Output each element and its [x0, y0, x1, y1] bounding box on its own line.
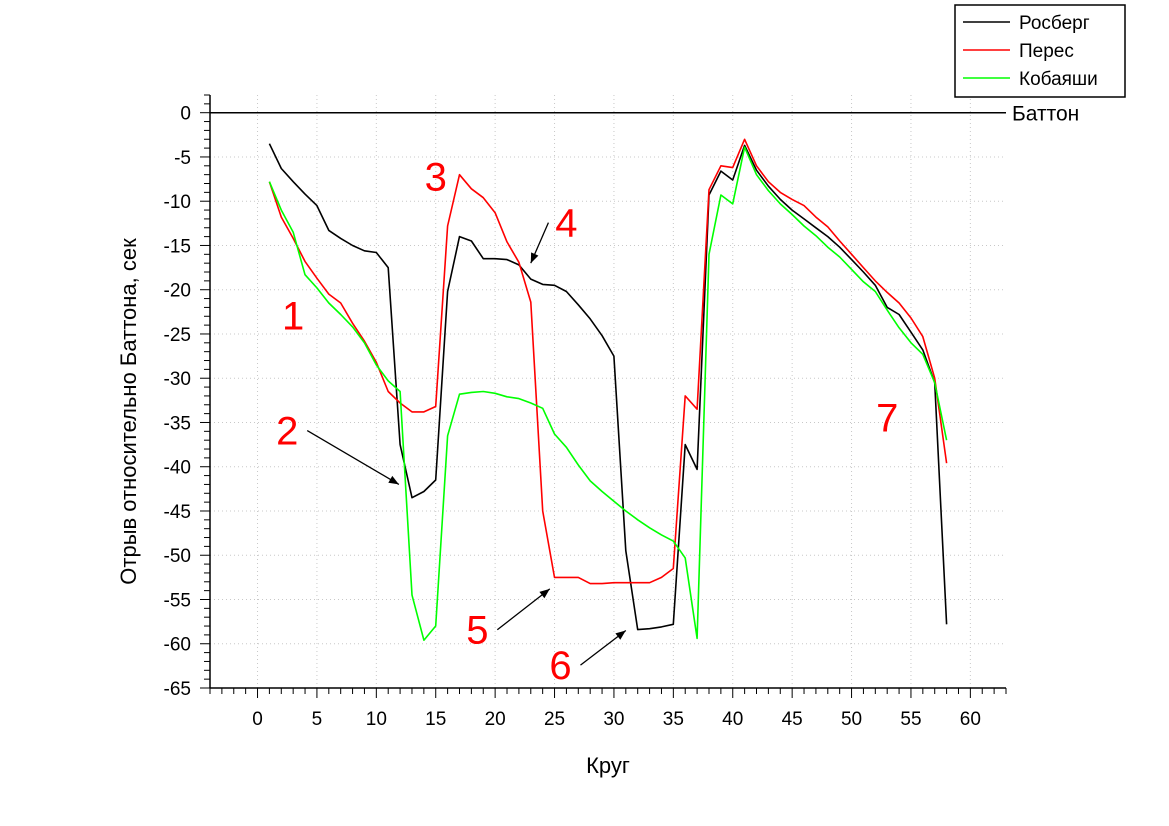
annotation-label: 2 [276, 410, 298, 454]
series-line [268, 138, 948, 585]
y-tick-label: -65 [164, 679, 191, 700]
y-tick-label: -25 [164, 325, 191, 346]
x-tick-label: 35 [663, 709, 684, 730]
y-tick-label: -15 [164, 236, 191, 257]
x-tick-label: 40 [722, 709, 743, 730]
legend-box [954, 4, 1126, 98]
series-line [268, 146, 948, 642]
annotation-arrow-head [388, 475, 399, 485]
annotation-arrow-line [496, 588, 551, 631]
x-tick-label: 60 [960, 709, 981, 730]
annotation-label: 5 [466, 609, 488, 653]
y-tick-label: -35 [164, 413, 191, 434]
x-tick-label: 25 [544, 709, 565, 730]
x-tick-label: 55 [900, 709, 921, 730]
x-tick-label: 30 [603, 709, 624, 730]
annotation-label: 3 [425, 156, 447, 200]
annotation-label: 6 [549, 644, 571, 688]
annotation-arrow-head [530, 252, 539, 264]
annotation-label: 1 [282, 295, 304, 339]
x-tick-label: 10 [366, 709, 387, 730]
annotation-arrow-head [615, 630, 626, 640]
reference-line-group: Баттон [210, 103, 1079, 126]
x-tick-label: 45 [782, 709, 803, 730]
legend-label: Кобаяши [1019, 69, 1098, 90]
y-tick-label: -10 [164, 192, 191, 213]
series-line [268, 143, 948, 631]
annotations: 1 2 3 4 5 6 7 [276, 156, 898, 689]
y-tick-label: -5 [174, 148, 191, 169]
x-tick-label: 20 [485, 709, 506, 730]
x-tick-label: 5 [312, 709, 323, 730]
series-lines [268, 138, 948, 642]
x-tick-label: 50 [841, 709, 862, 730]
axes: 0 5 10 15 20 25 30 35 40 45 50 55 600-5-10-15-20-25-… [164, 94, 1007, 730]
legend: Росберг Перес Кобаяши [954, 4, 1126, 98]
y-tick-label: -50 [164, 546, 191, 567]
y-tick-label: -20 [164, 281, 191, 302]
x-tick-label: 0 [252, 709, 263, 730]
annotation-arrow-line [306, 430, 400, 485]
y-tick-label: -45 [164, 502, 191, 523]
legend-label: Росберг [1019, 13, 1090, 34]
y-tick-label: 0 [180, 104, 191, 125]
annotation-label: 7 [876, 396, 898, 440]
reference-line-label: Баттон [1012, 103, 1079, 126]
annotation-arrow-head [539, 588, 550, 599]
grid [210, 95, 1006, 689]
y-axis-title: Отрыв относительно Баттона, сек [116, 238, 141, 585]
x-axis-title: Круг [586, 753, 630, 778]
y-tick-label: -40 [164, 458, 191, 479]
legend-label: Перес [1019, 41, 1074, 62]
y-tick-label: -60 [164, 635, 191, 656]
annotation-label: 4 [555, 202, 577, 246]
y-tick-label: -30 [164, 369, 191, 390]
x-tick-label: 15 [425, 709, 446, 730]
y-tick-label: -55 [164, 590, 191, 611]
